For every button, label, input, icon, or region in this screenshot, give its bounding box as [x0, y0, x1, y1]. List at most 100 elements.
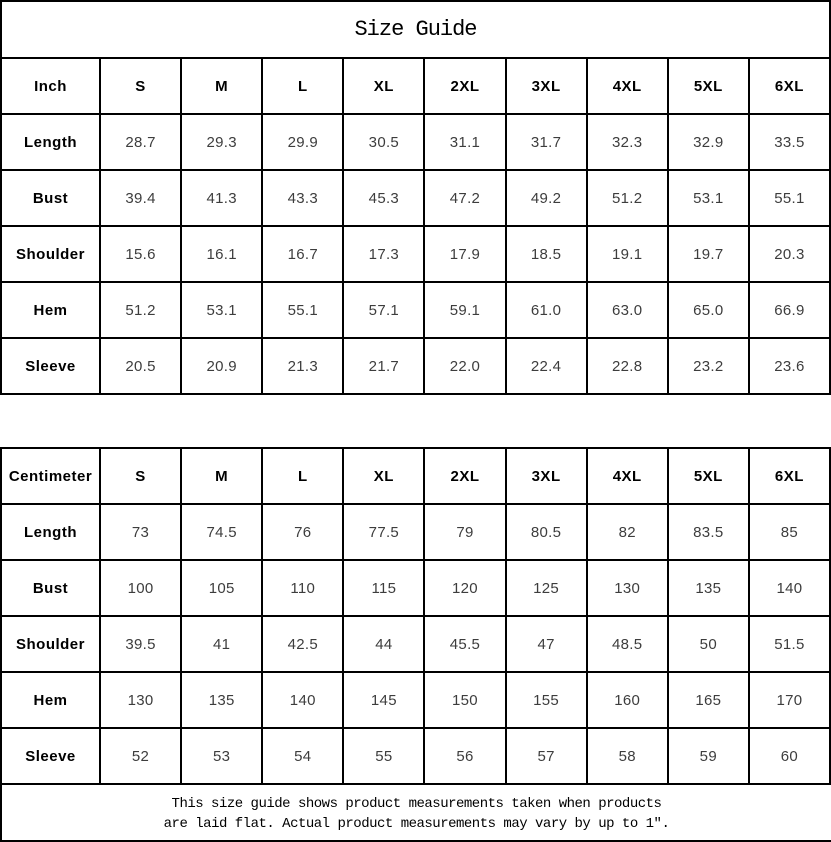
size-header-cell: 5XL	[666, 57, 750, 115]
measurement-label-cell: Shoulder	[0, 225, 101, 283]
measurement-value-cell: 23.6	[747, 337, 831, 395]
size-table-header-row: Centimeter S M L XL 2XL 3XL 4XL 5XL 6XL	[0, 447, 831, 505]
size-header-cell: 6XL	[747, 447, 831, 505]
measurement-value-cell: 16.1	[180, 225, 264, 283]
measurement-value-cell: 41.3	[180, 169, 264, 227]
table-row: Length 73 74.5 76 77.5 79 80.5 82 83.5 85	[0, 503, 831, 561]
footer-note-line1: This size guide shows product measuremen…	[171, 796, 662, 812]
measurement-value-cell: 22.0	[423, 337, 507, 395]
measurement-value-cell: 20.3	[747, 225, 831, 283]
measurement-value-cell: 41	[180, 615, 264, 673]
measurement-value-cell: 32.3	[585, 113, 669, 171]
measurement-value-cell: 39.4	[98, 169, 183, 227]
size-header-cell: S	[98, 57, 183, 115]
measurement-value-cell: 31.1	[423, 113, 507, 171]
measurement-label-cell: Hem	[0, 671, 101, 729]
measurement-value-cell: 19.1	[585, 225, 669, 283]
size-header-cell: 4XL	[585, 57, 669, 115]
measurement-value-cell: 30.5	[342, 113, 426, 171]
measurement-label-cell: Shoulder	[0, 615, 101, 673]
measurement-value-cell: 15.6	[98, 225, 183, 283]
centimeter-size-table: Centimeter S M L XL 2XL 3XL 4XL 5XL 6XL Length 73 74…	[0, 447, 831, 785]
size-header-cell: 2XL	[423, 57, 507, 115]
size-header-cell: XL	[342, 57, 426, 115]
measurement-value-cell: 53	[180, 727, 264, 785]
measurement-value-cell: 82	[585, 503, 669, 561]
measurement-value-cell: 28.7	[98, 113, 183, 171]
table-row: Hem 51.2 53.1 55.1 57.1 59.1 61.0 63.0 65.0 66.9	[0, 281, 831, 339]
measurement-value-cell: 44	[342, 615, 426, 673]
unit-header-cell: Inch	[0, 57, 101, 115]
page-title: Size Guide	[354, 17, 477, 42]
measurement-label-cell: Sleeve	[0, 337, 101, 395]
measurement-value-cell: 50	[666, 615, 750, 673]
measurement-value-cell: 16.7	[261, 225, 345, 283]
measurement-value-cell: 100	[98, 559, 183, 617]
measurement-value-cell: 53.1	[666, 169, 750, 227]
size-header-cell: 6XL	[747, 57, 831, 115]
measurement-value-cell: 77.5	[342, 503, 426, 561]
measurement-value-cell: 85	[747, 503, 831, 561]
measurement-value-cell: 45.3	[342, 169, 426, 227]
measurement-value-cell: 53.1	[180, 281, 264, 339]
measurement-value-cell: 39.5	[98, 615, 183, 673]
measurement-value-cell: 56	[423, 727, 507, 785]
measurement-value-cell: 52	[98, 727, 183, 785]
measurement-value-cell: 22.4	[504, 337, 588, 395]
table-gap-spacer	[0, 395, 831, 447]
table-row: Length 28.7 29.3 29.9 30.5 31.1 31.7 32.3 32.9 33…	[0, 113, 831, 171]
measurement-value-cell: 21.3	[261, 337, 345, 395]
measurement-value-cell: 79	[423, 503, 507, 561]
measurement-label-cell: Bust	[0, 169, 101, 227]
measurement-value-cell: 65.0	[666, 281, 750, 339]
measurement-value-cell: 32.9	[666, 113, 750, 171]
measurement-value-cell: 20.5	[98, 337, 183, 395]
measurement-value-cell: 150	[423, 671, 507, 729]
measurement-value-cell: 170	[747, 671, 831, 729]
measurement-value-cell: 105	[180, 559, 264, 617]
table-row: Shoulder 39.5 41 42.5 44 45.5 47 48.5 50 51.5	[0, 615, 831, 673]
measurement-value-cell: 45.5	[423, 615, 507, 673]
measurement-value-cell: 17.3	[342, 225, 426, 283]
size-header-cell: 3XL	[504, 447, 588, 505]
measurement-value-cell: 55.1	[747, 169, 831, 227]
measurement-value-cell: 135	[666, 559, 750, 617]
unit-header-cell: Centimeter	[0, 447, 101, 505]
measurement-value-cell: 83.5	[666, 503, 750, 561]
measurement-value-cell: 140	[261, 671, 345, 729]
measurement-value-cell: 51.2	[98, 281, 183, 339]
measurement-value-cell: 130	[98, 671, 183, 729]
measurement-value-cell: 58	[585, 727, 669, 785]
measurement-value-cell: 20.9	[180, 337, 264, 395]
measurement-value-cell: 59	[666, 727, 750, 785]
measurement-value-cell: 55	[342, 727, 426, 785]
measurement-value-cell: 51.2	[585, 169, 669, 227]
title-box: Size Guide	[0, 0, 831, 57]
size-header-cell: 2XL	[423, 447, 507, 505]
measurement-value-cell: 33.5	[747, 113, 831, 171]
measurement-value-cell: 19.7	[666, 225, 750, 283]
size-header-cell: M	[180, 447, 264, 505]
measurement-value-cell: 155	[504, 671, 588, 729]
measurement-value-cell: 63.0	[585, 281, 669, 339]
measurement-value-cell: 60	[747, 727, 831, 785]
measurement-value-cell: 22.8	[585, 337, 669, 395]
table-row: Hem 130 135 140 145 150 155 160 165 170	[0, 671, 831, 729]
measurement-value-cell: 115	[342, 559, 426, 617]
measurement-value-cell: 130	[585, 559, 669, 617]
size-header-cell: XL	[342, 447, 426, 505]
measurement-label-cell: Length	[0, 113, 101, 171]
measurement-value-cell: 55.1	[261, 281, 345, 339]
measurement-value-cell: 57	[504, 727, 588, 785]
measurement-value-cell: 51.5	[747, 615, 831, 673]
measurement-value-cell: 29.9	[261, 113, 345, 171]
table-row: Bust 39.4 41.3 43.3 45.3 47.2 49.2 51.2 53.1 55.1	[0, 169, 831, 227]
measurement-value-cell: 23.2	[666, 337, 750, 395]
measurement-value-cell: 17.9	[423, 225, 507, 283]
footer-note: This size guide shows product measuremen…	[0, 785, 831, 842]
measurement-value-cell: 21.7	[342, 337, 426, 395]
measurement-value-cell: 54	[261, 727, 345, 785]
measurement-value-cell: 160	[585, 671, 669, 729]
measurement-value-cell: 125	[504, 559, 588, 617]
